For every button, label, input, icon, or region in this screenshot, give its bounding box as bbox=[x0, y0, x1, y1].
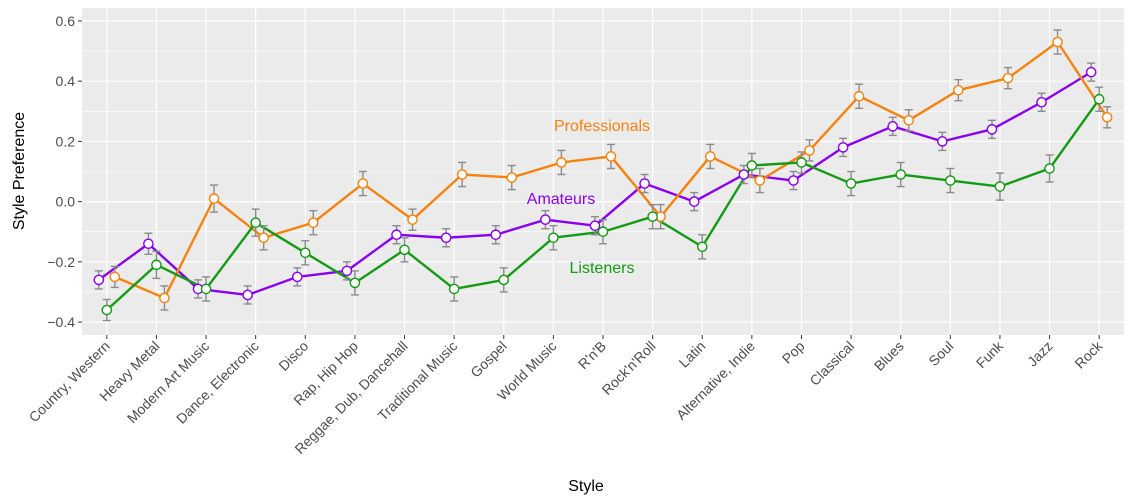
x-tick-label: Soul bbox=[925, 338, 956, 369]
point bbox=[639, 178, 650, 189]
x-tick-label: Country, Western bbox=[26, 338, 113, 425]
series-annotation: Listeners bbox=[570, 260, 635, 277]
point bbox=[945, 175, 956, 186]
y-tick-label: 0.4 bbox=[56, 73, 76, 89]
point bbox=[299, 247, 311, 259]
point bbox=[647, 211, 658, 222]
point bbox=[291, 271, 303, 283]
y-tick-label: 0.6 bbox=[56, 13, 76, 29]
point bbox=[407, 214, 418, 225]
point bbox=[853, 90, 865, 102]
point bbox=[242, 289, 253, 301]
point bbox=[589, 220, 601, 231]
x-axis-title: Style bbox=[568, 478, 604, 495]
point bbox=[953, 84, 964, 96]
point bbox=[357, 178, 369, 189]
x-tick-label: Pop bbox=[779, 338, 808, 367]
point bbox=[159, 292, 170, 304]
point bbox=[1093, 93, 1105, 105]
x-tick-label: R'n'B bbox=[575, 338, 609, 372]
point bbox=[597, 226, 609, 238]
point bbox=[605, 151, 617, 162]
point bbox=[506, 172, 518, 183]
y-axis-title: Style Preference bbox=[11, 112, 28, 230]
point bbox=[994, 181, 1006, 192]
point bbox=[1044, 163, 1055, 174]
point bbox=[151, 259, 162, 271]
point bbox=[1101, 112, 1113, 123]
point bbox=[688, 196, 700, 207]
point bbox=[101, 304, 113, 316]
point bbox=[903, 115, 915, 126]
point bbox=[307, 217, 319, 228]
point bbox=[1036, 96, 1047, 108]
point bbox=[448, 283, 460, 295]
point bbox=[143, 238, 154, 250]
point bbox=[754, 175, 766, 186]
y-tick-label: −0.4 bbox=[47, 314, 75, 330]
point bbox=[498, 274, 510, 286]
point bbox=[200, 283, 212, 295]
point bbox=[1052, 36, 1063, 48]
point bbox=[258, 232, 269, 244]
x-tick-label: Rock'n'Roll bbox=[599, 338, 659, 398]
point bbox=[93, 274, 105, 286]
point bbox=[208, 193, 220, 204]
y-tick-label: −0.2 bbox=[47, 254, 75, 270]
point bbox=[109, 271, 121, 283]
point bbox=[399, 244, 410, 256]
point bbox=[548, 232, 559, 244]
x-tick-label: Blues bbox=[871, 338, 907, 374]
point bbox=[440, 232, 452, 244]
x-tick-label: Funk bbox=[973, 337, 1007, 371]
point bbox=[696, 241, 708, 253]
point bbox=[796, 157, 807, 168]
x-tick-label: Latin bbox=[676, 338, 709, 371]
point bbox=[895, 169, 907, 180]
point bbox=[341, 265, 353, 277]
y-tick-label: 0.2 bbox=[56, 133, 76, 149]
x-tick-label: Jazz bbox=[1024, 338, 1056, 370]
point bbox=[1085, 66, 1097, 78]
y-tick-label: 0.0 bbox=[56, 194, 76, 210]
point bbox=[349, 277, 361, 289]
point bbox=[556, 157, 567, 168]
point bbox=[887, 121, 899, 132]
point bbox=[804, 145, 815, 156]
point bbox=[456, 169, 468, 180]
x-tick-label: Classical bbox=[806, 338, 857, 389]
point bbox=[746, 160, 758, 171]
point bbox=[540, 214, 551, 225]
point bbox=[937, 136, 948, 147]
point bbox=[391, 229, 402, 241]
x-tick-label: Rock bbox=[1071, 337, 1106, 372]
point bbox=[704, 151, 716, 162]
point bbox=[1002, 72, 1014, 84]
point bbox=[986, 124, 998, 135]
x-tick-label: Disco bbox=[275, 338, 311, 374]
x-tick-label: Gospel bbox=[467, 338, 510, 381]
series-annotation: Professionals bbox=[554, 118, 650, 135]
series-annotation: Amateurs bbox=[527, 191, 595, 208]
point bbox=[490, 229, 502, 241]
point bbox=[837, 142, 849, 153]
point bbox=[845, 178, 857, 189]
point bbox=[788, 175, 799, 186]
point bbox=[250, 217, 261, 228]
point bbox=[738, 169, 750, 180]
